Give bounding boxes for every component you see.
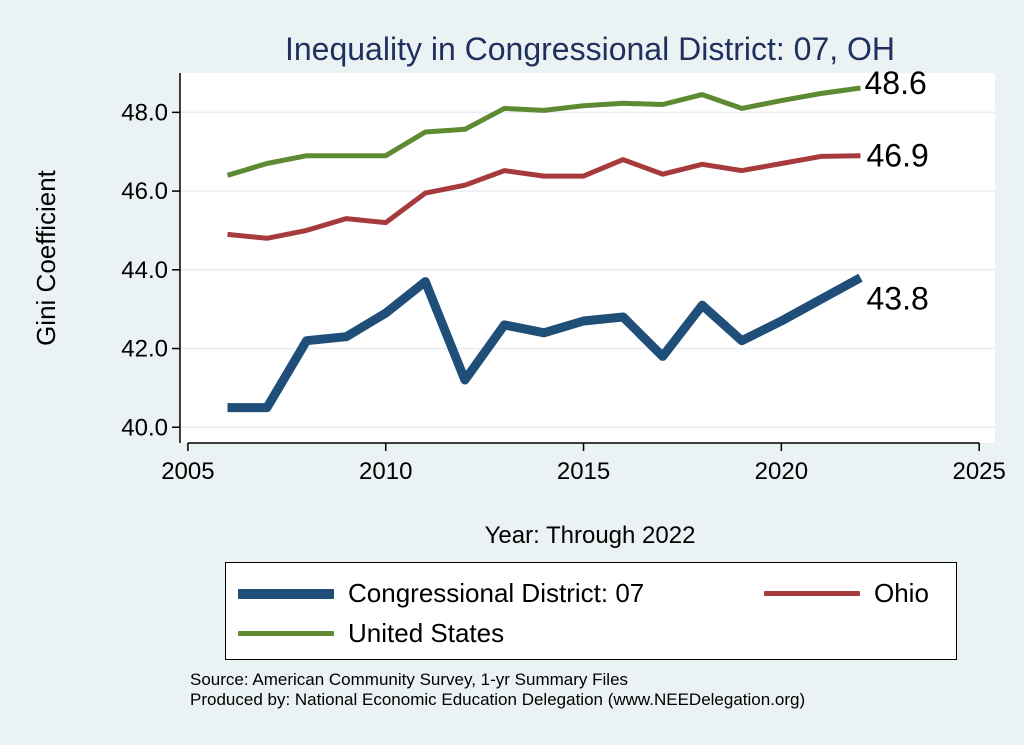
plot-area [180,73,995,443]
producer-line: Produced by: National Economic Education… [190,690,806,709]
legend-swatch-district [238,588,334,599]
y-tick-label: 42.0 [121,336,168,363]
legend-item-ohio: Ohio [764,578,929,609]
end-label: 46.9 [866,138,928,174]
x-tick-label: 2025 [952,458,1005,485]
y-axis-label: Gini Coefficient [31,169,61,346]
x-axis-label: Year: Through 2022 [485,522,696,549]
y-tick-label: 46.0 [121,178,168,205]
gini-line-chart: Inequality in Congressional District: 07… [31,31,1006,549]
source-note: Source: American Community Survey, 1-yr … [190,670,805,710]
legend-swatch-us [238,631,334,636]
legend: Congressional District: 07 Ohio United S… [225,562,957,660]
legend-item-congressional-district: Congressional District: 07 [238,578,644,609]
legend-swatch-ohio [764,591,860,596]
end-labels: 43.8 46.9 48.6 [864,65,928,317]
x-tick-label: 2020 [755,458,808,485]
series-line-united-states [226,85,861,178]
axes: 40.0 42.0 44.0 46.0 48.0 2005 2010 2015 2020 2025 [121,73,1006,485]
gridlines [180,111,995,429]
legend-item-united-states: United States [238,618,504,649]
end-label: 48.6 [864,65,926,101]
y-tick-label: 44.0 [121,257,168,284]
legend-label-district: Congressional District: 07 [348,578,645,608]
y-tick-label: 48.0 [121,99,168,126]
x-tick-label: 2010 [359,458,412,485]
chart-title: Inequality in Congressional District: 07… [285,31,895,67]
series-line-ohio [227,153,861,241]
legend-label-us: United States [348,618,505,648]
end-label: 43.8 [866,281,928,317]
series-line-congressional-district-07 [227,273,863,413]
x-tick-label: 2005 [161,458,214,485]
y-tick-label: 40.0 [121,414,168,441]
x-tick-label: 2015 [557,458,610,485]
legend-label-ohio: Ohio [874,578,929,608]
source-line: Source: American Community Survey, 1-yr … [190,670,629,689]
series-lines [226,85,863,413]
